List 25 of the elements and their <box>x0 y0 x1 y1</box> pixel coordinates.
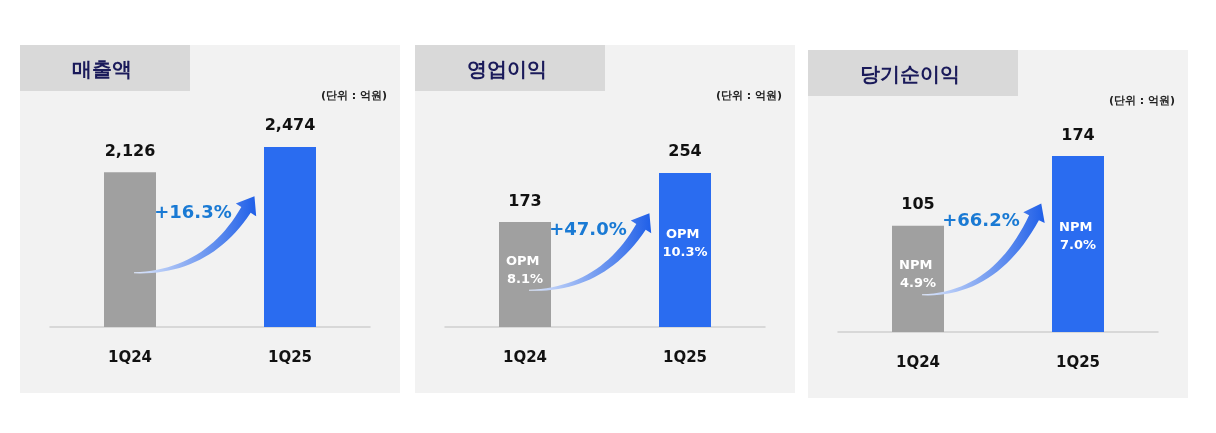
data-label: 105 <box>901 194 935 214</box>
annotation: OPM 8.1% <box>505 252 545 286</box>
chart-subtitle: (단위 : 억원) <box>1108 94 1176 107</box>
data-label: 174 <box>1061 124 1095 144</box>
data-label: 254 <box>668 141 702 161</box>
x-tick-label: 1Q24 <box>895 352 941 371</box>
chart-subtitle: (단위 : 억원) <box>320 89 388 102</box>
chart-subtitle: (단위 : 억원) <box>715 89 783 102</box>
x-tick-label: 1Q25 <box>267 347 313 366</box>
annotation: OPM 10.3% <box>662 225 708 259</box>
annotation: NPM 7.0% <box>1059 218 1097 252</box>
chart-title: 영업이익 <box>467 57 547 81</box>
x-tick-label: 1Q25 <box>1055 352 1101 371</box>
data-label: 2,474 <box>264 115 316 135</box>
data-label: 2,126 <box>104 140 156 160</box>
annotation: +66.2% <box>942 209 1020 231</box>
chart-title: 매출액 <box>72 57 132 81</box>
x-tick-label: 1Q24 <box>502 347 548 366</box>
annotation: +47.0% <box>549 218 627 240</box>
data-label: 173 <box>508 190 542 210</box>
chart-title: 당기순이익 <box>860 62 960 86</box>
annotation: NPM 4.9% <box>899 257 937 291</box>
x-tick-label: 1Q24 <box>107 347 153 366</box>
annotation: +16.3% <box>154 201 232 223</box>
x-tick-label: 1Q25 <box>662 347 708 366</box>
